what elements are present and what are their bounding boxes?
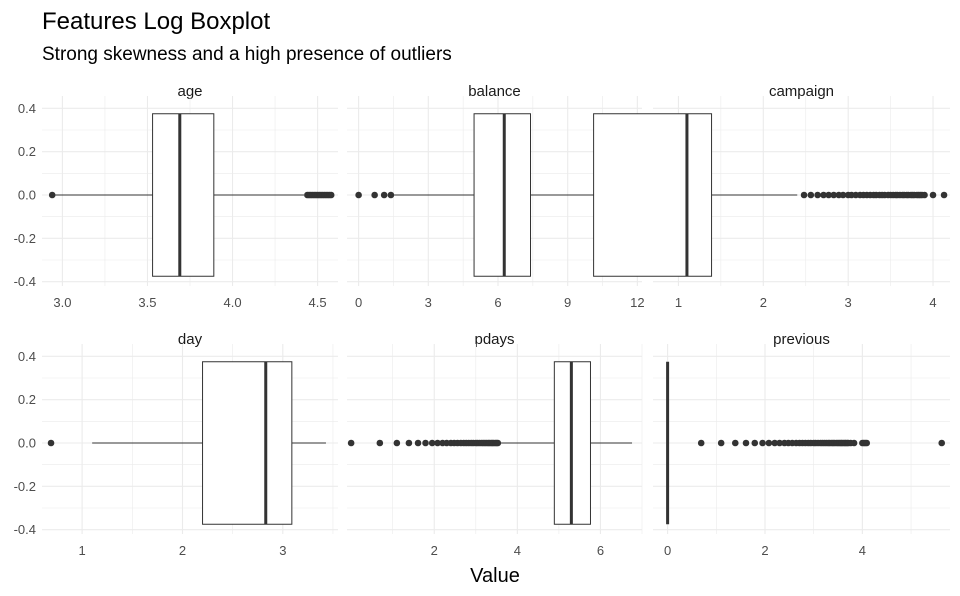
y-tick-label: -0.4 [14, 522, 36, 537]
x-tick-label: 3.0 [53, 295, 71, 310]
x-tick-label: 9 [564, 295, 571, 310]
outlier-point [47, 439, 55, 447]
outlier-point [863, 439, 871, 447]
outlier-point [347, 439, 355, 447]
x-tick-label: 4.5 [309, 295, 327, 310]
outlier-point [697, 439, 705, 447]
outlier-point [776, 439, 783, 447]
y-tick-label: 0.4 [18, 349, 36, 364]
outlier-point [376, 439, 384, 447]
outlier-point [830, 191, 838, 199]
outlier-point [405, 439, 413, 447]
x-tick-label: 3 [425, 295, 432, 310]
iqr-box [202, 361, 293, 525]
facet-strip-label: pdays [474, 331, 514, 348]
y-tick-label: 0.0 [18, 188, 36, 203]
facet-panel-age: age 0.4 0.2 0.0 -0.2 -0.4 3.0 3.5 4.0 4.5 [14, 83, 338, 310]
facet-strip-label: balance [468, 83, 521, 100]
outlier-point [771, 439, 779, 447]
outlier-point [921, 191, 928, 199]
facet-strip-label: age [177, 83, 202, 100]
facet-strip-label: day [178, 331, 203, 348]
outlier-point [759, 439, 766, 447]
y-tick-label: -0.2 [14, 479, 36, 494]
outlier-point [393, 439, 401, 447]
x-tick-label: 6 [494, 295, 501, 310]
outlier-point [414, 439, 422, 447]
y-tick-label: 0.0 [18, 436, 36, 451]
iqr-box [473, 113, 532, 277]
outlier-point [327, 191, 335, 199]
x-tick-label: 3.5 [138, 295, 156, 310]
x-tick-label: 2 [179, 543, 186, 558]
y-tick-label: 0.2 [18, 392, 36, 407]
chart-title: Features Log Boxplot [42, 8, 270, 35]
y-tick-label: -0.2 [14, 231, 36, 246]
outlier-point [850, 439, 858, 447]
iqr-box [593, 113, 713, 277]
outlier-point [765, 439, 773, 447]
outlier-point [380, 191, 388, 199]
outlier-point [48, 191, 56, 199]
outlier-point [428, 439, 436, 447]
outlier-point [355, 191, 362, 199]
outlier-point [929, 191, 937, 199]
outlier-point [422, 439, 429, 447]
x-tick-label: 3 [845, 295, 852, 310]
outlier-point [387, 191, 395, 199]
x-tick-label: 4 [514, 543, 521, 558]
iqr-box [152, 113, 215, 277]
x-tick-label: 2 [760, 295, 767, 310]
outlier-point [839, 191, 847, 199]
outlier-point [807, 191, 815, 199]
x-tick-label: 4.0 [223, 295, 241, 310]
outlier-point [820, 191, 827, 199]
x-tick-label: 2 [431, 543, 438, 558]
outlier-point [814, 191, 821, 199]
facet-panel-day: day 0.4 0.2 0.0 -0.2 -0.4 1 2 3 [14, 331, 338, 558]
outlier-point [717, 439, 725, 447]
y-tick-label: 0.4 [18, 101, 36, 116]
facet-panel-balance: balance 0 3 6 9 12 [347, 83, 645, 310]
x-tick-label: 2 [761, 543, 768, 558]
x-tick-label: 1 [79, 543, 86, 558]
x-tick-label: 1 [675, 295, 682, 310]
chart-subtitle: Strong skewness and a high presence of o… [42, 44, 452, 65]
facet-strip-label: previous [773, 331, 830, 348]
y-tick-label: 0.2 [18, 144, 36, 159]
facet-panels: age 0.4 0.2 0.0 -0.2 -0.4 3.0 3.5 4.0 4.5 balance 0… [14, 83, 950, 558]
outlier-point [731, 439, 739, 447]
outlier-point [751, 439, 759, 447]
x-tick-label: 12 [630, 295, 644, 310]
x-tick-label: 0 [664, 543, 671, 558]
x-tick-label: 4 [859, 543, 866, 558]
facet-panel-previous: previous 0 2 4 [653, 331, 950, 558]
y-tick-label: -0.4 [14, 274, 36, 289]
outlier-point [800, 191, 808, 199]
outlier-point [825, 191, 832, 199]
x-tick-label: 4 [929, 295, 936, 310]
outlier-point [742, 439, 750, 447]
x-tick-label: 6 [597, 543, 604, 558]
outlier-point [371, 191, 378, 199]
outlier-point [938, 439, 946, 447]
x-tick-label: 3 [279, 543, 286, 558]
x-axis-label: Value [470, 565, 520, 587]
outlier-point [494, 439, 502, 447]
outlier-point [434, 439, 441, 447]
outlier-point [940, 191, 948, 199]
x-tick-label: 0 [355, 295, 362, 310]
facet-panel-pdays: pdays 2 4 6 [347, 331, 643, 558]
facet-strip-label: campaign [769, 83, 834, 100]
